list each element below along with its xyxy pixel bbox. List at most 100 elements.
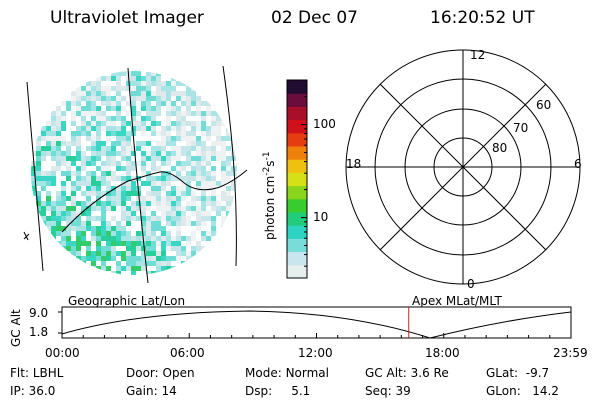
image-pixel (236, 166, 237, 171)
image-pixel (221, 206, 226, 211)
image-pixel (201, 176, 206, 181)
image-pixel (166, 181, 171, 186)
image-pixel (141, 201, 146, 206)
image-pixel (151, 231, 156, 236)
image-pixel (216, 131, 221, 136)
image-pixel (236, 161, 237, 166)
image-pixel (101, 191, 106, 196)
image-pixel (166, 126, 171, 131)
image-pixel (166, 101, 171, 106)
colorbar-cell (287, 264, 307, 279)
image-pixel (206, 231, 211, 236)
image-pixel (161, 196, 166, 201)
image-pixel (226, 146, 231, 151)
image-pixel (151, 76, 156, 81)
image-pixel (206, 136, 211, 141)
image-pixel (156, 206, 161, 211)
image-pixel (116, 71, 121, 76)
image-pixel (76, 231, 81, 236)
image-pixel (146, 106, 151, 111)
image-pixel (196, 146, 201, 151)
image-pixel (91, 206, 96, 211)
image-pixel (196, 161, 201, 166)
image-pixel (196, 206, 201, 211)
image-pixel (151, 81, 156, 86)
image-pixel (51, 166, 56, 171)
image-pixel (111, 186, 116, 191)
image-pixel (46, 121, 51, 126)
image-pixel (111, 86, 116, 91)
image-pixel (81, 131, 86, 136)
image-pixel (171, 196, 176, 201)
image-pixel (181, 166, 186, 171)
colorbar-cell (287, 146, 307, 160)
xtick-2359: 23:59 (553, 346, 588, 360)
image-pixel (46, 171, 51, 176)
door-label: Door: (126, 366, 159, 380)
image-pixel (146, 81, 151, 86)
ytick-9: 9.0 (29, 306, 49, 320)
image-pixel (151, 226, 156, 231)
image-pixel (66, 166, 71, 171)
colorbar-cell (287, 119, 307, 134)
image-pixel (66, 151, 71, 156)
image-pixel (116, 161, 121, 166)
image-pixel (61, 101, 66, 106)
image-pixel (196, 181, 201, 186)
image-pixel (151, 186, 156, 191)
image-pixel (146, 216, 151, 221)
image-pixel (116, 241, 121, 246)
image-pixel (191, 141, 196, 146)
image-pixel (131, 146, 136, 151)
image-pixel (146, 176, 151, 181)
image-pixel (111, 226, 116, 231)
image-pixel (86, 241, 91, 246)
colorbar-ticks (301, 96, 307, 267)
image-pixel (131, 71, 136, 76)
image-pixel (96, 111, 101, 116)
image-pixel (106, 126, 111, 131)
image-pixel (86, 161, 91, 166)
image-pixel (81, 116, 86, 121)
image-pixel (201, 111, 206, 116)
image-pixel (201, 126, 206, 131)
image-pixel (46, 181, 51, 186)
image-pixel (151, 216, 156, 221)
image-pixel (191, 211, 196, 216)
image-pixel (121, 136, 126, 141)
image-pixel (126, 111, 131, 116)
image-pixel (171, 201, 176, 206)
image-pixel (181, 121, 186, 126)
image-pixel (131, 191, 136, 196)
image-pixel (61, 191, 66, 196)
image-pixel (36, 151, 41, 156)
image-pixel (76, 156, 81, 161)
image-pixel (156, 236, 161, 241)
image-pixel (151, 271, 156, 275)
image-pixel (121, 196, 126, 201)
image-pixel (91, 81, 96, 86)
image-pixel (131, 116, 136, 121)
image-pixel (36, 191, 41, 196)
image-pixel (226, 186, 231, 191)
image-pixel (126, 246, 131, 251)
image-pixel (131, 246, 136, 251)
image-pixel (116, 81, 121, 86)
image-pixel (126, 211, 131, 216)
image-pixel (181, 236, 186, 241)
image-pixel (176, 116, 181, 121)
image-pixel (101, 231, 106, 236)
image-pixel (101, 76, 106, 81)
image-pixel (206, 101, 211, 106)
image-pixel (86, 86, 91, 91)
image-pixel (101, 86, 106, 91)
image-pixel (156, 186, 161, 191)
image-pixel (146, 181, 151, 186)
image-pixel (191, 126, 196, 131)
image-pixel (181, 131, 186, 136)
image-pixel (101, 146, 106, 151)
image-pixel (196, 121, 201, 126)
image-pixel (46, 221, 51, 226)
image-pixel (81, 206, 86, 211)
image-pixel (126, 266, 131, 271)
